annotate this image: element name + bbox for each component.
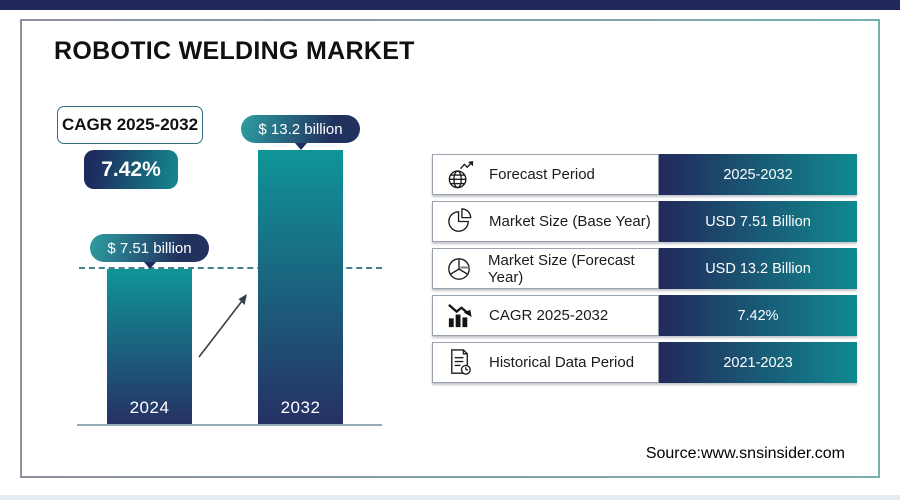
bar-group-2024: $ 7.51 billion 2024 [90, 234, 209, 425]
table-label: CAGR 2025-2032 [489, 307, 609, 324]
bar-2032: 2032 [258, 150, 343, 425]
pill-pointer-icon [143, 262, 156, 269]
table-row-historical-period: Historical Data Period 2021-2023 [432, 342, 857, 383]
bar-category-2024: 2024 [129, 398, 170, 417]
table-value-cell: 2025-2032 [659, 154, 857, 195]
table-label-cell: CAGR 2025-2032 [432, 295, 659, 336]
table-value-cell: USD 13.2 Billion [659, 248, 857, 289]
stats-table: Forecast Period 2025-2032 Market Size (B… [432, 154, 857, 389]
bar-value-text-2032: $ 13.2 billion [258, 120, 343, 138]
bar-value-label-2024: $ 7.51 billion [90, 234, 209, 262]
table-row-market-size-base: Market Size (Base Year) USD 7.51 Billion [432, 201, 857, 242]
globe-growth-icon [444, 159, 476, 190]
bar-value-text-2024: $ 7.51 billion [107, 239, 192, 257]
pie-chart-exploded-icon [444, 253, 475, 284]
pill-pointer-icon [294, 143, 307, 150]
table-label-cell: Forecast Period [432, 154, 659, 195]
table-label-cell: Market Size (Base Year) [432, 201, 659, 242]
bar-chart-arrow-icon [444, 300, 476, 331]
x-axis-line [77, 424, 382, 426]
table-row-forecast-period: Forecast Period 2025-2032 [432, 154, 857, 195]
source-text: Source:www.snsinsider.com [645, 445, 845, 462]
bar-2024: 2024 [107, 269, 192, 425]
table-value-cell: USD 7.51 Billion [659, 201, 857, 242]
table-row-cagr: CAGR 2025-2032 7.42% [432, 295, 857, 336]
cagr-label: CAGR 2025-2032 [61, 115, 199, 134]
cagr-value-badge: 7.42% [84, 150, 178, 189]
table-value-cell: 2021-2023 [659, 342, 857, 383]
table-label: Historical Data Period [489, 354, 635, 371]
table-label-cell: Market Size (Forecast Year) [432, 248, 659, 289]
table-label: Market Size (Forecast Year) [488, 251, 635, 286]
table-value-cell: 7.42% [659, 295, 857, 336]
reference-dashed-line [79, 267, 382, 269]
cagr-value: 7.42% [101, 157, 161, 181]
bar-category-2032: 2032 [280, 398, 321, 417]
bottom-strip [0, 495, 900, 500]
bar-value-label-2032: $ 13.2 billion [241, 115, 360, 143]
pie-chart-icon [444, 206, 476, 237]
content-frame: ROBOTIC WELDING MARKET CAGR 2025-2032 7.… [20, 19, 880, 478]
table-label-cell: Historical Data Period [432, 342, 659, 383]
table-label: Forecast Period [489, 166, 595, 183]
cagr-label-box: CAGR 2025-2032 [57, 106, 203, 144]
growth-arrow-icon [198, 294, 247, 358]
table-row-market-size-forecast: Market Size (Forecast Year) USD 13.2 Bil… [432, 248, 857, 289]
top-band [0, 0, 900, 10]
page-title: ROBOTIC WELDING MARKET [54, 37, 415, 65]
document-clock-icon [444, 347, 476, 378]
bar-group-2032: $ 13.2 billion 2032 [241, 115, 360, 425]
bar-chart: $ 7.51 billion 2024 $ 13.2 billion 2032 [77, 115, 382, 426]
table-label: Market Size (Base Year) [489, 213, 651, 230]
